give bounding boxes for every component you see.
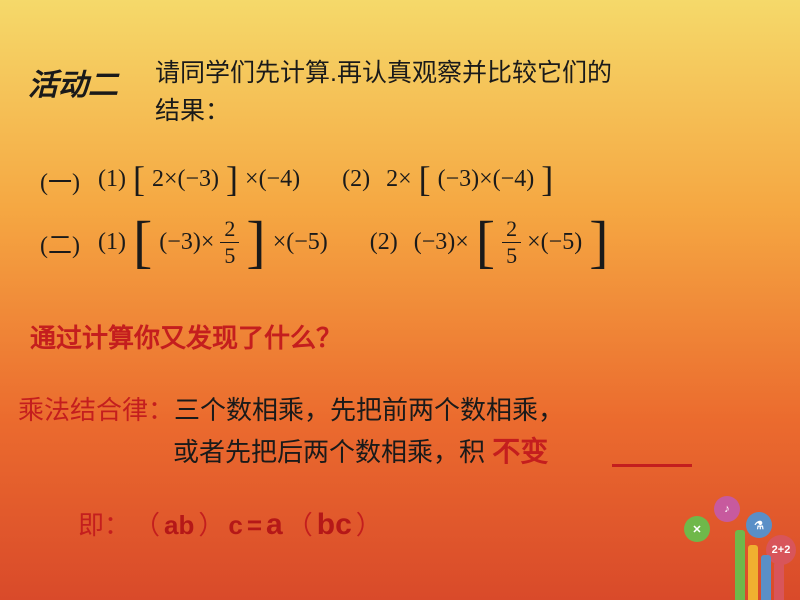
fraction-2-5: 2 5 — [220, 218, 239, 267]
math-bubble-icon: ✕ — [684, 516, 710, 542]
prompt-line-1: 请同学们先计算.再认真观察并比较它们的 — [155, 59, 612, 87]
blank-answer: 不变 — [492, 436, 548, 467]
expr-2-1b: ×(−5) — [273, 229, 328, 256]
prompt-text: 请同学们先计算.再认真观察并比较它们的 结果： — [155, 55, 755, 130]
paren-right-icon: ） — [356, 505, 382, 542]
group-2-label: (二) — [40, 225, 80, 260]
formula-row-1: (一) (1) [ 2×(−3) ] ×(−4) (2) 2× [ (−3)×(… — [40, 158, 554, 200]
answer-underline — [612, 464, 692, 467]
equals-sign: = — [247, 510, 262, 541]
paren-left-icon: （ — [287, 505, 313, 542]
group-1-label: (一) — [40, 162, 80, 197]
pencil-icon — [761, 555, 771, 600]
item-2-2-label: (2) — [370, 229, 398, 256]
fraction-denominator: 5 — [220, 243, 239, 267]
expr-1-1b: ×(−4) — [245, 166, 300, 193]
expr-1-1a: 2×(−3) — [152, 166, 219, 193]
fraction-numerator: 2 — [502, 218, 521, 243]
item-2-1-label: (1) — [98, 229, 126, 256]
paren-left-icon: （ — [134, 505, 160, 542]
right-bracket-icon: ] — [225, 158, 239, 200]
expr-2-2a: (−3)× — [414, 229, 469, 256]
formula-prefix: 即： — [78, 505, 130, 542]
fraction-denominator: 5 — [502, 243, 521, 267]
formula-row-2: (二) (1) [ (−3)× 2 5 ] ×(−5) (2) (−3)× [ … — [40, 218, 610, 267]
var-bc: bc — [317, 508, 352, 542]
right-bracket-icon: ] — [588, 219, 609, 265]
science-bubble-icon: ⚗ — [746, 512, 772, 538]
expr-2-2b: ×(−5) — [527, 229, 582, 256]
right-bracket-icon: ] — [540, 158, 554, 200]
var-a: a — [266, 508, 283, 542]
law-label: 乘法结合律： — [18, 395, 174, 425]
law-text-2: 或者先把后两个数相乘，积 — [173, 437, 485, 467]
activity-label: 活动二 — [28, 60, 118, 104]
law-text-1: 三个数相乘，先把前两个数相乘， — [174, 395, 564, 425]
item-1-2-label: (2) — [342, 166, 370, 193]
expr-2-1a: (−3)× — [159, 229, 214, 256]
pencil-icon — [748, 545, 758, 600]
formula-law: 即： （ab） c = a （bc） — [78, 505, 382, 542]
left-bracket-icon: [ — [132, 219, 153, 265]
fraction-numerator: 2 — [220, 218, 239, 243]
var-ab: ab — [164, 510, 194, 541]
discovery-question: 通过计算你又发现了什么？ — [30, 318, 342, 355]
pencil-icon — [774, 562, 784, 600]
fraction-2-5: 2 5 — [502, 218, 521, 267]
left-bracket-icon: [ — [132, 158, 146, 200]
decorative-pencils: ✕ ♪ ⚗ 2+2 — [640, 480, 800, 600]
law-description: 乘法结合律：三个数相乘，先把前两个数相乘， 或者先把后两个数相乘，积 不变 — [18, 390, 564, 474]
music-bubble-icon: ♪ — [714, 496, 740, 522]
pencil-icon — [735, 530, 745, 600]
prompt-line-2: 结果： — [155, 97, 230, 125]
left-bracket-icon: [ — [418, 158, 432, 200]
item-1-1-label: (1) — [98, 166, 126, 193]
paren-right-icon: ） — [198, 505, 224, 542]
left-bracket-icon: [ — [475, 219, 496, 265]
var-c: c — [228, 510, 242, 541]
expr-1-2a: 2× — [386, 166, 412, 193]
expr-1-2b: (−3)×(−4) — [438, 166, 535, 193]
right-bracket-icon: ] — [245, 219, 266, 265]
